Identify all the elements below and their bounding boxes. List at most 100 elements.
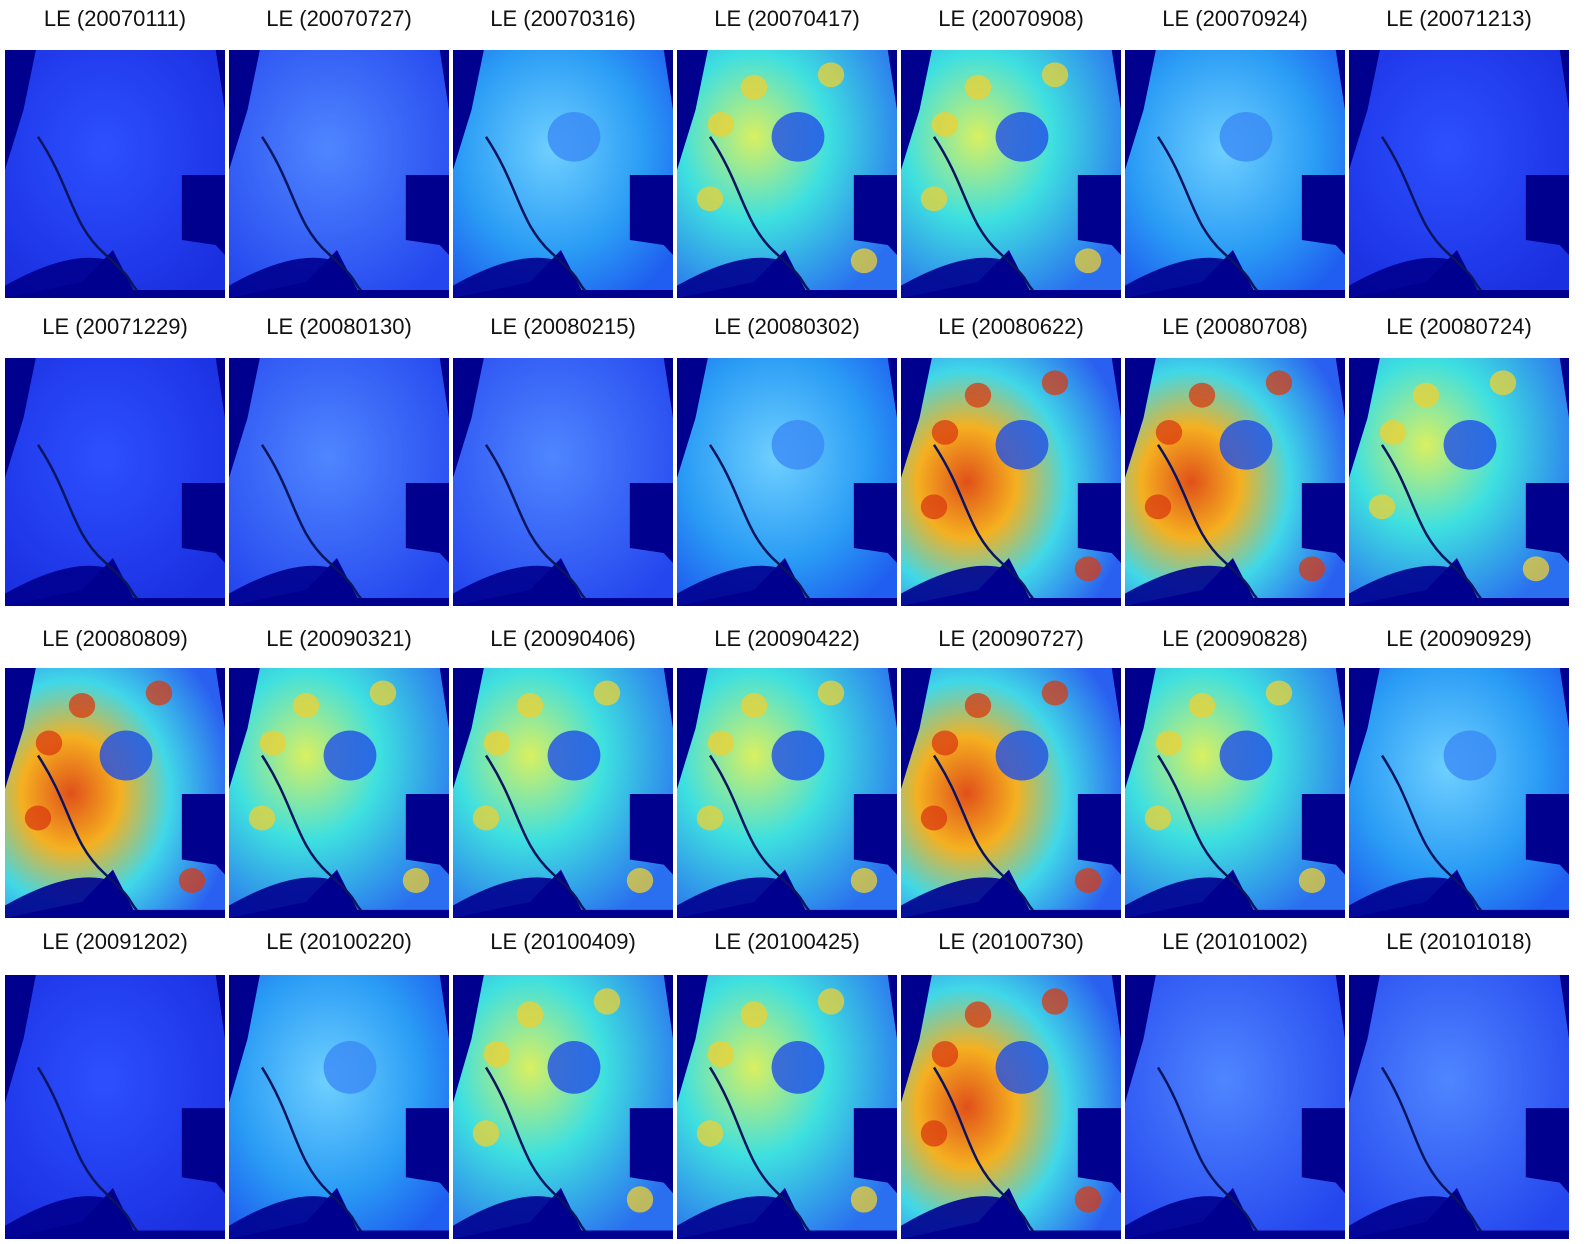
map-hotspot <box>851 1186 877 1212</box>
panel-label: LE (20101018) <box>1386 929 1532 954</box>
map-hotspot <box>1266 370 1292 395</box>
map-hotspot <box>484 1041 510 1067</box>
map-panel <box>1349 668 1569 918</box>
map-hotspot <box>921 186 947 211</box>
map-basin <box>996 112 1049 162</box>
panel-label: LE (20080708) <box>1162 314 1308 339</box>
map-hotspot <box>1380 420 1406 445</box>
map-basin <box>1220 112 1273 162</box>
map-hotspot <box>1145 494 1171 519</box>
map-hotspot <box>473 806 499 831</box>
map-hotspot <box>697 1120 723 1146</box>
map-basin <box>996 731 1049 781</box>
panel-label: LE (20080724) <box>1386 314 1532 339</box>
map-hotspot <box>697 186 723 211</box>
map-hotspot <box>818 62 844 87</box>
panel-label: LE (20070908) <box>938 6 1084 31</box>
map-panel <box>229 358 449 606</box>
panel-label: LE (20091202) <box>42 929 188 954</box>
map-basin <box>772 420 825 470</box>
map-hotspot <box>1042 370 1068 395</box>
map-panel <box>229 668 449 918</box>
panel-label: LE (20071213) <box>1386 6 1532 31</box>
map-panel <box>1125 975 1345 1239</box>
map-panel <box>1125 50 1345 298</box>
map-basin <box>100 731 153 781</box>
map-panel <box>901 50 1121 298</box>
map-hotspot <box>69 693 95 718</box>
map-basin <box>996 1041 1049 1094</box>
map-hotspot <box>818 988 844 1014</box>
map-panel <box>901 358 1121 606</box>
map-hotspot <box>932 112 958 137</box>
map-basin <box>324 731 377 781</box>
panel-label: LE (20090422) <box>714 626 860 651</box>
map-hotspot <box>484 731 510 756</box>
map-hotspot <box>403 868 429 893</box>
map-hotspot <box>594 681 620 706</box>
panel-label: LE (20100409) <box>490 929 636 954</box>
panel-label: LE (20071229) <box>42 314 188 339</box>
panel-label: LE (20100220) <box>266 929 412 954</box>
map-hotspot <box>1189 693 1215 718</box>
map-hotspot <box>517 693 543 718</box>
panel-label: LE (20070111) <box>44 6 186 31</box>
map-basin <box>1220 420 1273 470</box>
map-panel <box>1349 358 1569 606</box>
map-hotspot <box>1075 556 1101 581</box>
map-panel <box>5 358 225 606</box>
map-hotspot <box>708 1041 734 1067</box>
panel-label: LE (20090929) <box>1386 626 1532 651</box>
map-basin <box>1444 731 1497 781</box>
panel-label: LE (20090727) <box>938 626 1084 651</box>
map-panel <box>901 975 1121 1239</box>
panel-label: LE (20090321) <box>266 626 412 651</box>
map-panel <box>5 50 225 298</box>
map-panel <box>677 358 897 606</box>
map-hotspot <box>517 1001 543 1027</box>
map-panel <box>677 50 897 298</box>
map-panel <box>1349 975 1569 1239</box>
map-hotspot <box>1413 383 1439 408</box>
map-panel <box>1349 50 1569 298</box>
map-hotspot <box>1156 420 1182 445</box>
map-hotspot <box>36 731 62 756</box>
map-hotspot <box>179 868 205 893</box>
map-hotspot <box>146 681 172 706</box>
map-hotspot <box>1189 383 1215 408</box>
map-hotspot <box>965 1001 991 1027</box>
map-panel <box>677 668 897 918</box>
map-basin <box>1444 420 1497 470</box>
map-basin <box>772 112 825 162</box>
map-hotspot <box>1299 556 1325 581</box>
map-hotspot <box>851 868 877 893</box>
panel-label: LE (20090828) <box>1162 626 1308 651</box>
map-hotspot <box>965 693 991 718</box>
map-hotspot <box>260 731 286 756</box>
map-hotspot <box>1266 681 1292 706</box>
map-hotspot <box>851 248 877 273</box>
map-hotspot <box>1075 248 1101 273</box>
map-hotspot <box>473 1120 499 1146</box>
map-panel <box>453 975 673 1239</box>
map-panel <box>453 668 673 918</box>
map-panel <box>5 668 225 918</box>
map-hotspot <box>594 988 620 1014</box>
map-hotspot <box>932 731 958 756</box>
map-hotspot <box>627 1186 653 1212</box>
map-basin <box>1220 731 1273 781</box>
panel-label: LE (20090406) <box>490 626 636 651</box>
panel-label: LE (20101002) <box>1162 929 1308 954</box>
map-hotspot <box>741 693 767 718</box>
map-panel <box>5 975 225 1239</box>
panel-label: LE (20080215) <box>490 314 636 339</box>
map-hotspot <box>741 75 767 100</box>
map-hotspot <box>1042 62 1068 87</box>
map-hotspot <box>921 1120 947 1146</box>
map-hotspot <box>1075 1186 1101 1212</box>
panel-label: LE (20100425) <box>714 929 860 954</box>
map-hotspot <box>1299 868 1325 893</box>
map-panel <box>229 50 449 298</box>
map-hotspot <box>932 1041 958 1067</box>
map-basin <box>548 1041 601 1094</box>
